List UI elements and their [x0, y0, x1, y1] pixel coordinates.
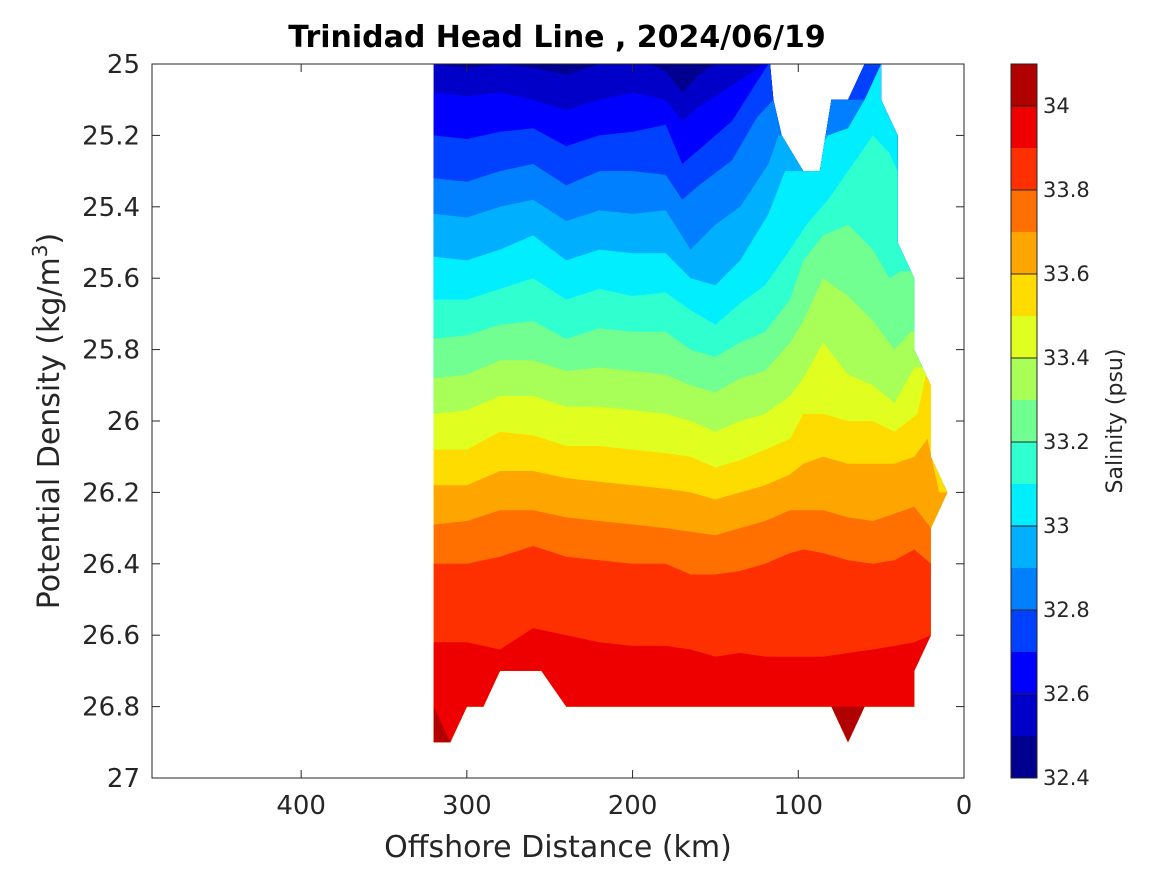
colorbar-swatch	[1011, 148, 1037, 190]
contour-bands	[433, 64, 948, 743]
y-tick-label: 26.2	[82, 478, 140, 508]
x-axis-label: Offshore Distance (km)	[384, 830, 732, 865]
colorbar-swatch	[1011, 736, 1037, 778]
colorbar-swatch	[1011, 484, 1037, 526]
colorbar-swatch	[1011, 526, 1037, 568]
y-axis: 25 25.2 25.4 25.6 25.8 26 26.2 26.4 26.6 26.8 27	[82, 50, 964, 794]
y-tick-label: 25.4	[82, 193, 140, 223]
colorbar-swatch	[1011, 274, 1037, 316]
x-tick-label: 400	[276, 791, 326, 821]
y-tick-label: 26.4	[82, 550, 140, 580]
y-tick-label: 25.6	[82, 264, 140, 294]
x-tick-label: 200	[608, 791, 658, 821]
y-axis-label: Potential Density (kg/m3)	[28, 233, 67, 609]
y-axis-label-superscript: 3	[28, 244, 52, 257]
colorbar-swatch	[1011, 400, 1037, 442]
colorbar-swatch	[1011, 316, 1037, 358]
y-tick-label: 25	[107, 50, 140, 80]
y-tick-label: 26.6	[82, 621, 140, 651]
colorbar-axis: 32.4 32.6 32.8 33 33.2 33.4 33.6 33.8 34	[1011, 94, 1090, 790]
contour-band	[831, 706, 865, 743]
contour-band	[433, 706, 451, 743]
colorbar-tick-label: 33	[1043, 514, 1070, 538]
colorbar-swatch	[1011, 610, 1037, 652]
y-tick-label: 26.8	[82, 693, 140, 723]
colorbar	[1011, 64, 1037, 778]
y-tick-label: 25.2	[82, 121, 140, 151]
x-tick-label: 300	[442, 791, 492, 821]
colorbar-swatch	[1011, 190, 1037, 232]
colorbar-swatch	[1011, 442, 1037, 484]
colorbar-swatch	[1011, 652, 1037, 694]
x-tick-label: 0	[956, 791, 973, 821]
y-tick-label: 27	[107, 764, 140, 794]
colorbar-tick-label: 32.8	[1043, 598, 1090, 622]
x-axis: 400 300 200 100 0	[276, 64, 972, 821]
contour-fills	[433, 64, 948, 743]
colorbar-swatch	[1011, 568, 1037, 610]
colorbar-swatch	[1011, 358, 1037, 400]
colorbar-tick-label: 33.8	[1043, 178, 1090, 202]
y-axis-label-text: Potential Density (kg/m	[32, 257, 67, 609]
y-axis-label-close: )	[32, 233, 67, 245]
colorbar-tick-label: 33.4	[1043, 346, 1090, 370]
colorbar-swatch	[1011, 64, 1037, 106]
colorbar-tick-label: 33.2	[1043, 430, 1090, 454]
colorbar-swatch	[1011, 106, 1037, 148]
x-tick-label: 100	[773, 791, 823, 821]
chart-title: Trinidad Head Line , 2024/06/19	[288, 20, 825, 55]
colorbar-swatch	[1011, 232, 1037, 274]
colorbar-label: Salinity (psu)	[1103, 349, 1128, 494]
colorbar-tick-label: 32.4	[1043, 766, 1090, 790]
colorbar-tick-label: 32.6	[1043, 682, 1090, 706]
y-tick-label: 26	[107, 407, 140, 437]
colorbar-swatch	[1011, 694, 1037, 736]
y-tick-label: 25.8	[82, 336, 140, 366]
colorbar-tick-label: 34	[1043, 94, 1070, 118]
colorbar-tick-label: 33.6	[1043, 262, 1090, 286]
